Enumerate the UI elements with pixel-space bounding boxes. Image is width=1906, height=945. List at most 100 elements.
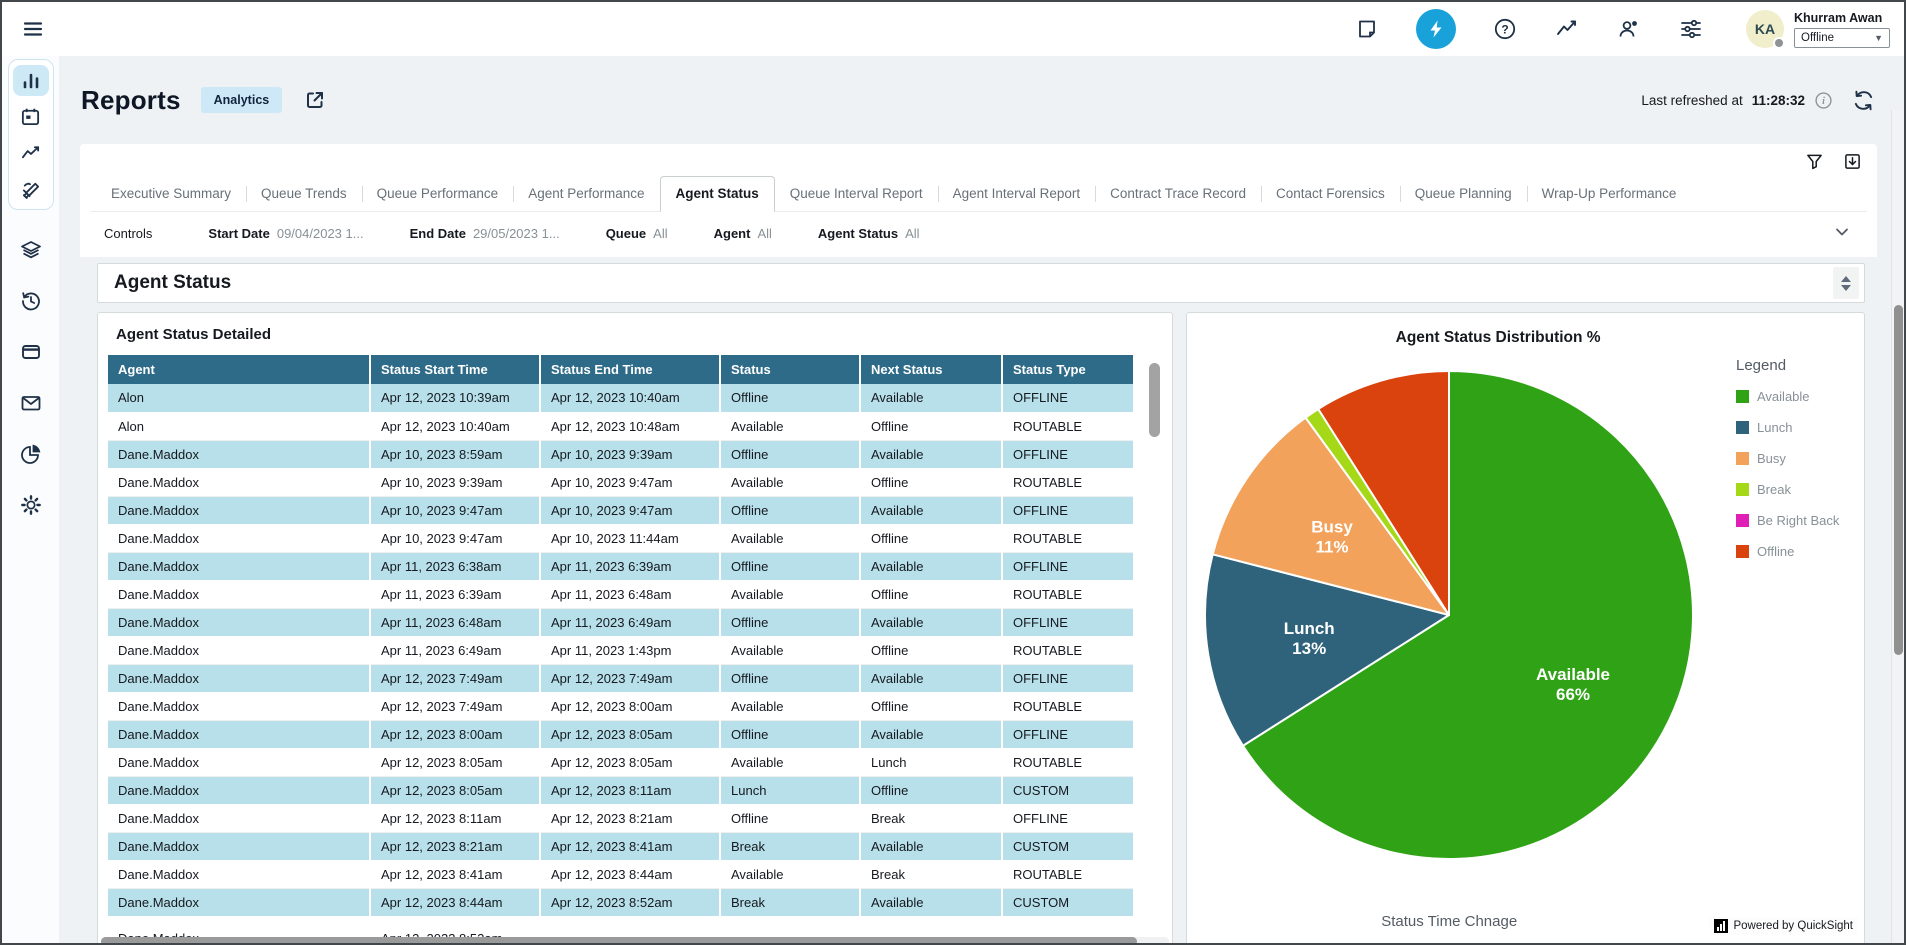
sidebar-item-history[interactable] — [13, 289, 49, 313]
column-header-next-status[interactable]: Next Status — [860, 355, 1002, 384]
tab-queue-trends[interactable]: Queue Trends — [246, 177, 362, 211]
table-cell: Dane.Maddox — [108, 440, 370, 468]
table-cell: Offline — [720, 552, 860, 580]
legend-item-break[interactable]: Break — [1736, 482, 1854, 497]
table-row[interactable]: Dane.MaddoxApr 10, 2023 9:47amApr 10, 20… — [108, 524, 1134, 552]
filter-icon[interactable] — [1805, 152, 1823, 170]
table-row[interactable]: Dane.MaddoxApr 12, 2023 7:49amApr 12, 20… — [108, 692, 1134, 720]
table-cell: Dane.Maddox — [108, 776, 370, 804]
sidebar-item-settings[interactable] — [13, 493, 49, 517]
legend-label: Busy — [1757, 451, 1786, 466]
powered-by-quicksight-badge[interactable]: Powered by QuickSight — [1709, 917, 1858, 935]
avatar[interactable]: KA — [1746, 10, 1784, 48]
table-row[interactable]: Dane.MaddoxApr 12, 2023 8:11amApr 12, 20… — [108, 804, 1134, 832]
table-row[interactable]: Dane.MaddoxApr 11, 2023 6:39amApr 11, 20… — [108, 580, 1134, 608]
column-header-status-type[interactable]: Status Type — [1002, 355, 1134, 384]
window-scrollbar-thumb[interactable] — [1894, 305, 1903, 655]
column-header-status-start-time[interactable]: Status Start Time — [370, 355, 540, 384]
external-link-icon[interactable] — [302, 87, 328, 113]
controls-chevron-down-icon[interactable] — [1833, 223, 1851, 244]
table-hscroll-thumb[interactable] — [101, 937, 1137, 945]
legend-item-busy[interactable]: Busy — [1736, 451, 1854, 466]
tab-contract-trace-record[interactable]: Contract Trace Record — [1095, 177, 1261, 211]
tab-queue-interval-report[interactable]: Queue Interval Report — [775, 177, 938, 211]
table-row[interactable]: Dane.MaddoxApr 10, 2023 9:39amApr 10, 20… — [108, 468, 1134, 496]
table-row[interactable]: AlonApr 12, 2023 10:39amApr 12, 2023 10:… — [108, 384, 1134, 412]
notes-icon[interactable] — [1354, 16, 1380, 42]
tab-queue-planning[interactable]: Queue Planning — [1400, 177, 1527, 211]
preferences-icon[interactable] — [1678, 16, 1704, 42]
control-end-date[interactable]: End Date 29/05/2023 1... — [410, 226, 560, 241]
sidebar-item-trends[interactable] — [13, 137, 49, 168]
table-row[interactable]: Dane.MaddoxApr 12, 2023 8:05amApr 12, 20… — [108, 748, 1134, 776]
table-cell: Apr 12, 2023 8:21am — [370, 832, 540, 860]
table-row[interactable]: Dane.MaddoxApr 12, 2023 8:05amApr 12, 20… — [108, 776, 1134, 804]
table-cell: Apr 12, 2023 8:00am — [540, 692, 720, 720]
sidebar-item-reports[interactable] — [13, 65, 49, 96]
table-row[interactable]: Dane.MaddoxApr 11, 2023 6:49amApr 11, 20… — [108, 636, 1134, 664]
legend-item-lunch[interactable]: Lunch — [1736, 420, 1854, 435]
sidebar-item-analytics-pie[interactable] — [13, 442, 49, 466]
stepper-up-icon[interactable] — [1841, 276, 1851, 282]
control-queue[interactable]: QueueAll — [606, 226, 668, 241]
table-row[interactable]: Dane.MaddoxApr 10, 2023 9:47amApr 10, 20… — [108, 496, 1134, 524]
tab-agent-status[interactable]: Agent Status — [660, 176, 775, 212]
control-agent-status[interactable]: Agent StatusAll — [818, 226, 920, 241]
tab-agent-performance[interactable]: Agent Performance — [513, 177, 659, 211]
control-label: End Date — [410, 226, 466, 241]
legend-label: Available — [1757, 389, 1810, 404]
table-row[interactable]: Dane.MaddoxApr 10, 2023 8:59amApr 10, 20… — [108, 440, 1134, 468]
agents-icon[interactable] — [1616, 16, 1642, 42]
table-cell: OFFLINE — [1002, 720, 1134, 748]
legend-item-be-right-back[interactable]: Be Right Back — [1736, 513, 1854, 528]
control-start-date[interactable]: Start Date09/04/2023 1... — [208, 226, 363, 241]
stepper-down-icon[interactable] — [1841, 285, 1851, 291]
control-value: 29/05/2023 1... — [473, 226, 560, 241]
powered-by-text: Powered by QuickSight — [1733, 920, 1853, 932]
table-cell: CUSTOM — [1002, 776, 1134, 804]
table-header-row: AgentStatus Start TimeStatus End TimeSta… — [108, 355, 1134, 384]
agent-status-select[interactable]: Offline ▼ — [1794, 28, 1890, 48]
sidebar-item-design[interactable] — [13, 173, 49, 204]
table-row[interactable]: Dane.MaddoxApr 12, 2023 8:41amApr 12, 20… — [108, 860, 1134, 888]
table-row[interactable]: Dane.MaddoxApr 11, 2023 6:48amApr 11, 20… — [108, 608, 1134, 636]
menu-icon[interactable] — [20, 16, 46, 42]
table-row[interactable]: Dane.MaddoxApr 12, 2023 7:49amApr 12, 20… — [108, 664, 1134, 692]
column-header-status-end-time[interactable]: Status End Time — [540, 355, 720, 384]
table-row[interactable]: Dane.MaddoxApr 12, 2023 8:00amApr 12, 20… — [108, 720, 1134, 748]
column-header-status[interactable]: Status — [720, 355, 860, 384]
sidebar-item-channels[interactable] — [13, 340, 49, 364]
legend-item-available[interactable]: Available — [1736, 389, 1854, 404]
table-row[interactable]: Dane.MaddoxApr 11, 2023 6:38amApr 11, 20… — [108, 552, 1134, 580]
table-cell: Apr 10, 2023 9:47am — [370, 524, 540, 552]
tab-executive-summary[interactable]: Executive Summary — [96, 177, 246, 211]
control-value: 09/04/2023 1... — [277, 226, 364, 241]
sidebar-item-calendar[interactable] — [13, 101, 49, 132]
download-icon[interactable] — [1843, 152, 1861, 170]
flash-icon[interactable] — [1416, 9, 1456, 49]
svg-text:?: ? — [1501, 22, 1508, 36]
sidebar-item-mail[interactable] — [13, 391, 49, 415]
legend-item-offline[interactable]: Offline — [1736, 544, 1854, 559]
table-row[interactable]: Dane.MaddoxApr 12, 2023 8:44amApr 12, 20… — [108, 888, 1134, 916]
column-header-agent[interactable]: Agent — [108, 355, 370, 384]
table-cell: Apr 12, 2023 8:44am — [540, 860, 720, 888]
table-row[interactable]: Dane.MaddoxApr 12, 2023 8:21amApr 12, 20… — [108, 832, 1134, 860]
sidebar — [2, 56, 59, 943]
table-cell: Apr 10, 2023 9:47am — [540, 496, 720, 524]
help-icon[interactable]: ? — [1492, 16, 1518, 42]
legend-label: Break — [1757, 482, 1791, 497]
table-cell: CUSTOM — [1002, 832, 1134, 860]
refresh-icon[interactable] — [1850, 87, 1876, 113]
tab-queue-performance[interactable]: Queue Performance — [362, 177, 514, 211]
table-row[interactable]: AlonApr 12, 2023 10:40amApr 12, 2023 10:… — [108, 412, 1134, 440]
control-label: Agent — [714, 226, 751, 241]
tab-wrap-up-performance[interactable]: Wrap-Up Performance — [1527, 177, 1692, 211]
tab-contact-forensics[interactable]: Contact Forensics — [1261, 177, 1400, 211]
tab-agent-interval-report[interactable]: Agent Interval Report — [938, 177, 1096, 211]
metrics-icon[interactable] — [1554, 16, 1580, 42]
info-icon[interactable]: i — [1814, 91, 1832, 109]
sidebar-item-layers[interactable] — [13, 238, 49, 262]
table-vscroll-thumb[interactable] — [1149, 363, 1160, 437]
control-agent[interactable]: AgentAll — [714, 226, 772, 241]
